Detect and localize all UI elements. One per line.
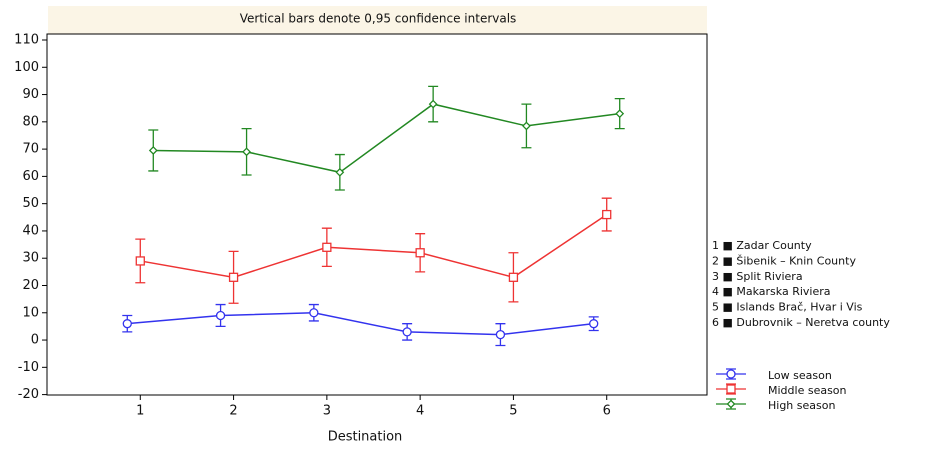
marker [215,310,226,321]
series-line [153,103,620,174]
x-axis-label: Destination [328,430,403,445]
title-band [48,6,707,34]
y-tick-label: 0 [31,333,39,348]
annotation: 1 ■ Zadar County [712,239,812,252]
x-tick-label: 4 [416,404,424,419]
marker [415,248,425,258]
marker [335,167,345,177]
y-tick-label: 80 [22,114,39,129]
marker [589,319,599,329]
marker [148,146,158,155]
y-tick-label: 50 [22,196,39,211]
annotation: 6 ■ Dubrovnik – Neretva county [712,316,890,329]
marker [522,121,531,131]
legend-marker [726,369,736,379]
y-tick-label: 110 [14,33,39,48]
marker [242,147,251,157]
marker [322,242,332,252]
legend-marker [726,384,736,394]
x-tick-label: 3 [323,404,331,419]
marker [495,329,506,340]
y-tick-label: 30 [22,251,39,266]
plot-frame [46,33,708,396]
y-tick-label: 100 [14,60,39,75]
x-tick-label: 2 [229,404,237,419]
annotation: 3 ■ Split Riviera [712,270,803,283]
legend-label: Middle season [768,384,847,397]
x-tick-label: 6 [603,404,611,419]
legend-label: Low season [768,369,832,382]
marker [602,209,612,220]
y-tick-label: 10 [22,305,39,320]
marker [428,99,438,109]
annotation: 5 ■ Islands Brač, Hvar i Vis [712,301,863,314]
chart-title: Vertical bars denote 0,95 confidence int… [240,12,517,26]
marker [508,272,519,282]
marker [309,308,319,318]
y-tick-label: 60 [22,169,39,184]
x-tick-label: 1 [136,404,144,419]
y-tick-label: -20 [18,387,39,402]
annotation: 2 ■ Šibenik – Knin County [712,254,856,267]
marker [615,109,625,119]
y-tick-label: 90 [22,87,39,102]
marker [122,319,132,329]
annotation: 4 ■ Makarska Riviera [712,285,831,298]
legend-marker [726,399,736,409]
y-tick-label: 40 [22,223,39,238]
legend-label: High season [768,399,835,412]
marker [402,327,412,337]
series-line [140,213,608,279]
y-tick-label: 20 [22,278,39,293]
marker [228,272,239,282]
x-tick-label: 5 [509,404,517,419]
y-tick-label: -10 [18,360,39,375]
series-line [127,312,594,336]
y-tick-label: 70 [22,142,39,157]
marker [135,256,145,266]
